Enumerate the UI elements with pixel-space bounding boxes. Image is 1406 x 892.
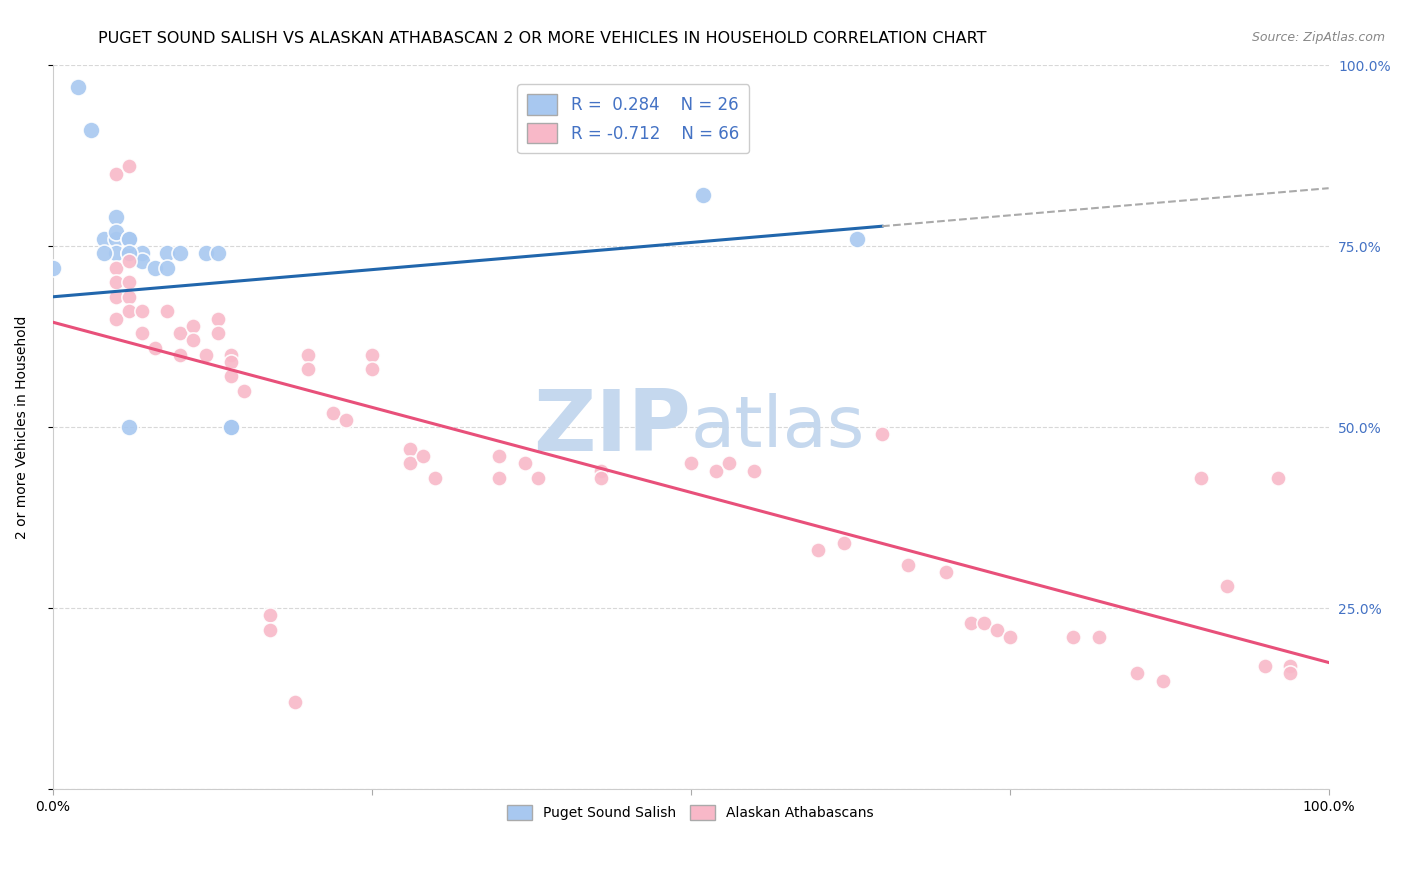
- Point: [181, 318, 204, 333]
- Point: [935, 565, 957, 579]
- Point: [156, 246, 179, 260]
- Point: [105, 232, 128, 246]
- Point: [143, 260, 166, 275]
- Point: [131, 246, 153, 260]
- Point: [233, 384, 256, 398]
- Point: [412, 449, 434, 463]
- Point: [105, 246, 128, 260]
- Point: [845, 232, 868, 246]
- Point: [284, 695, 307, 709]
- Point: [1126, 666, 1149, 681]
- Point: [591, 471, 613, 485]
- Point: [679, 456, 702, 470]
- Point: [156, 260, 179, 275]
- Point: [105, 276, 128, 290]
- Point: [118, 276, 141, 290]
- Point: [80, 123, 103, 137]
- Point: [194, 348, 217, 362]
- Point: [118, 420, 141, 434]
- Point: [998, 630, 1021, 644]
- Point: [219, 355, 242, 369]
- Point: [870, 427, 893, 442]
- Text: ZIP: ZIP: [533, 385, 690, 468]
- Point: [207, 246, 229, 260]
- Point: [1267, 471, 1289, 485]
- Point: [105, 167, 128, 181]
- Point: [744, 464, 766, 478]
- Point: [207, 311, 229, 326]
- Point: [105, 311, 128, 326]
- Point: [1152, 673, 1174, 688]
- Point: [118, 304, 141, 318]
- Point: [118, 246, 141, 260]
- Point: [259, 623, 281, 637]
- Point: [1254, 659, 1277, 673]
- Text: Source: ZipAtlas.com: Source: ZipAtlas.com: [1251, 31, 1385, 45]
- Point: [704, 464, 727, 478]
- Point: [960, 615, 983, 630]
- Point: [105, 290, 128, 304]
- Point: [169, 326, 191, 340]
- Y-axis label: 2 or more Vehicles in Household: 2 or more Vehicles in Household: [15, 316, 30, 539]
- Point: [194, 246, 217, 260]
- Point: [67, 79, 90, 94]
- Point: [1088, 630, 1111, 644]
- Point: [360, 362, 382, 376]
- Point: [896, 558, 918, 572]
- Point: [259, 608, 281, 623]
- Point: [169, 246, 191, 260]
- Point: [399, 442, 422, 456]
- Point: [105, 260, 128, 275]
- Point: [807, 543, 830, 558]
- Point: [1062, 630, 1084, 644]
- Point: [219, 369, 242, 384]
- Point: [105, 225, 128, 239]
- Point: [832, 536, 855, 550]
- Point: [181, 333, 204, 347]
- Point: [118, 290, 141, 304]
- Point: [219, 420, 242, 434]
- Point: [513, 456, 536, 470]
- Point: [105, 210, 128, 224]
- Point: [526, 471, 548, 485]
- Point: [986, 623, 1008, 637]
- Point: [297, 348, 319, 362]
- Point: [118, 232, 141, 246]
- Point: [131, 253, 153, 268]
- Point: [399, 456, 422, 470]
- Point: [335, 413, 357, 427]
- Point: [322, 406, 344, 420]
- Point: [118, 160, 141, 174]
- Point: [219, 348, 242, 362]
- Point: [425, 471, 447, 485]
- Point: [973, 615, 995, 630]
- Point: [143, 341, 166, 355]
- Point: [717, 456, 740, 470]
- Point: [360, 348, 382, 362]
- Point: [1215, 579, 1237, 593]
- Point: [297, 362, 319, 376]
- Point: [118, 246, 141, 260]
- Point: [131, 304, 153, 318]
- Text: PUGET SOUND SALISH VS ALASKAN ATHABASCAN 2 OR MORE VEHICLES IN HOUSEHOLD CORRELA: PUGET SOUND SALISH VS ALASKAN ATHABASCAN…: [98, 31, 987, 46]
- Point: [169, 348, 191, 362]
- Point: [1189, 471, 1212, 485]
- Point: [692, 188, 714, 202]
- Point: [131, 326, 153, 340]
- Point: [93, 232, 115, 246]
- Point: [1279, 659, 1302, 673]
- Legend: Puget Sound Salish, Alaskan Athabascans: Puget Sound Salish, Alaskan Athabascans: [502, 800, 880, 826]
- Point: [118, 253, 141, 268]
- Point: [219, 420, 242, 434]
- Point: [591, 464, 613, 478]
- Point: [156, 304, 179, 318]
- Point: [488, 471, 510, 485]
- Point: [488, 449, 510, 463]
- Point: [118, 232, 141, 246]
- Text: atlas: atlas: [690, 392, 865, 462]
- Point: [207, 326, 229, 340]
- Point: [93, 246, 115, 260]
- Point: [1279, 666, 1302, 681]
- Point: [41, 260, 63, 275]
